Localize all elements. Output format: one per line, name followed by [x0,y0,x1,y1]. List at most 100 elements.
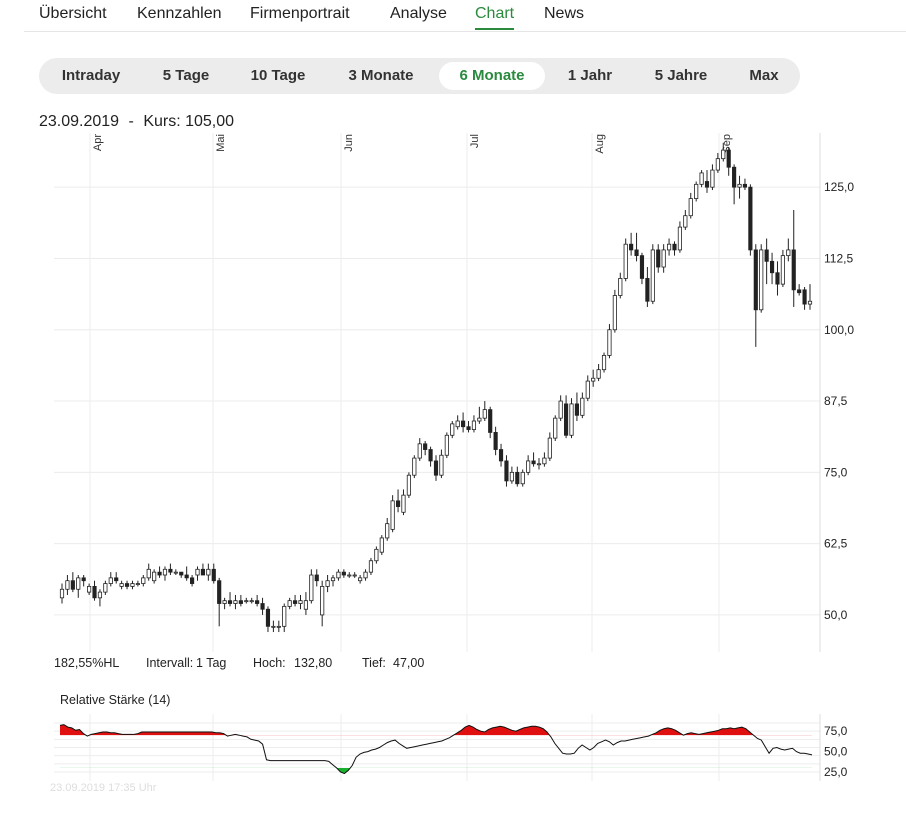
candle-body [786,249,791,257]
candle [130,580,135,590]
candle-body [634,249,639,257]
candle-body [704,181,710,188]
candle [168,563,173,576]
x-tick-label: Aug [594,134,606,154]
candle-body [412,457,417,476]
candle-body [417,443,422,459]
range-10-tage-button[interactable]: 10 Tage [250,67,306,84]
candle [108,572,113,587]
candle-body [227,600,233,604]
candle-body [152,571,157,582]
range-6-monate-button[interactable]: 6 Monate [439,62,545,90]
candle-body [666,243,672,251]
candle [320,580,325,627]
candle [775,261,780,296]
candle-body [195,568,200,576]
candle-body [515,471,520,485]
x-tick-label: Sep [721,134,733,154]
tab-kennzahlen[interactable]: Kennzahlen [137,5,222,22]
candle [103,580,108,595]
tab-chart[interactable]: Chart [475,5,515,30]
range-3-monate-button[interactable]: 3 Monate [348,67,414,84]
interval-value: 1 Tag [196,656,227,670]
candle-body [531,460,536,465]
candle-body [146,568,151,579]
candle-body [639,255,645,279]
range-selector: Intraday 5 Tage 10 Tage 3 Monate 6 Monat… [39,58,800,94]
candle-body [325,580,330,587]
range-5-tage-button[interactable]: 5 Tage [162,67,210,84]
candle-body [249,600,254,603]
candle-body [141,577,146,584]
candle [726,147,731,176]
candle [190,575,195,587]
candle [65,575,70,595]
candle-body [368,560,374,573]
candle-body [385,523,390,539]
candle-body [699,172,704,185]
range-1-jahr-button[interactable]: 1 Jahr [567,67,613,84]
candle-body [433,460,439,476]
rsi-title: Relative Stärke (14) [60,693,171,707]
candle-body [732,166,737,188]
candle [244,597,249,604]
timestamp: 23.09.2019 17:35 Uhr [50,782,157,794]
candle [81,575,86,587]
y-tick-label: 125,0 [824,180,854,194]
high-value: 132,80 [294,656,333,670]
candle [249,597,254,604]
candle [759,244,764,313]
candle [450,421,455,439]
candle [271,620,276,633]
y-tick-label: 87,5 [824,394,848,408]
candle-body [130,583,135,587]
candle [276,620,281,633]
tab-analyse[interactable]: Analyse [390,5,447,22]
candle-body [363,571,368,579]
quote-value: 105,00 [185,113,235,130]
candle-body [677,226,682,251]
tab-uebersicht[interactable]: Übersicht [39,5,107,22]
candle [152,569,157,584]
candle [553,415,558,441]
candle [498,443,504,467]
candle [217,577,222,627]
candle-body [726,149,731,168]
candle-body [661,249,666,268]
candle [406,472,411,499]
candle-body [238,600,243,604]
range-intraday-button[interactable]: Intraday [61,67,121,84]
candle-body [688,198,693,217]
candle-body [233,600,238,604]
candle [694,181,699,202]
candle [623,238,628,282]
rsi-grid: 75,0 50,0 25,0 [54,714,848,781]
x-tick-label: Jun [343,134,355,152]
candle-body [498,449,504,462]
candle [786,238,791,262]
candle [802,286,807,310]
candle-body [558,400,563,419]
candle-body [76,577,81,590]
candle-body [607,329,612,356]
candle [211,563,216,584]
candle-body [574,403,580,416]
tab-firmenportrait[interactable]: Firmenportrait [250,5,350,22]
candle-body [650,249,655,302]
x-tick-label: Apr [92,134,104,151]
candle-body [721,149,726,160]
candle-body [358,577,363,582]
candle [260,597,265,615]
candle [558,395,563,422]
range-5-jahre-button[interactable]: 5 Jahre [654,67,708,84]
candle-body [694,183,699,199]
range-max-button[interactable]: Max [749,67,779,84]
tab-news[interactable]: News [544,5,585,22]
candle [92,580,97,601]
quote-label: Kurs: [143,113,181,130]
candle [737,175,742,199]
price-grid: Apr Mai Jun Jul Aug Sep 125,0 112,5 100,0 87,5 75,… [54,133,854,652]
candle-body [211,568,216,582]
candle [401,489,406,516]
candle [59,583,65,604]
